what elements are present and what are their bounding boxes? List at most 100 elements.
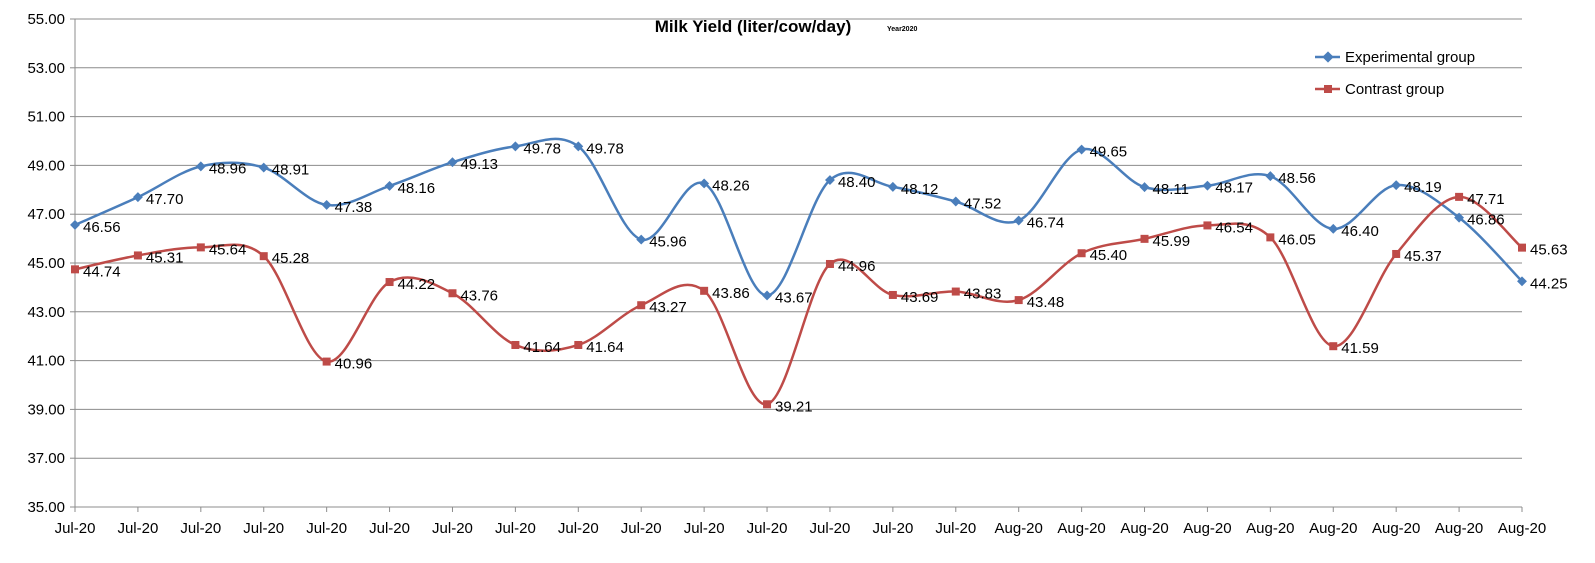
y-tick-label: 35.00 [27, 499, 65, 516]
data-label-experimental: 46.86 [1467, 212, 1505, 229]
y-tick-label: 43.00 [27, 304, 65, 321]
y-tick-label: 47.00 [27, 206, 65, 223]
data-point-contrast [1140, 234, 1149, 243]
data-label-experimental: 49.78 [523, 140, 561, 157]
data-point-contrast [1203, 221, 1212, 230]
data-label-contrast: 41.59 [1341, 340, 1379, 357]
data-point-experimental [384, 180, 395, 191]
x-tick-label: Aug-20 [995, 520, 1043, 537]
x-tick-label: Aug-20 [1498, 520, 1546, 537]
x-tick-label: Jul-20 [935, 520, 976, 537]
data-point-contrast [1077, 249, 1086, 258]
data-point-contrast [574, 340, 583, 349]
x-tick-label: Jul-20 [243, 520, 284, 537]
data-label-experimental: 49.13 [460, 156, 498, 173]
data-label-contrast: 43.69 [901, 289, 939, 306]
data-label-experimental: 49.78 [586, 140, 624, 157]
data-point-experimental [1328, 223, 1339, 234]
legend-marker-experimental [1322, 51, 1334, 63]
data-point-contrast [1518, 243, 1526, 252]
y-tick-label: 41.00 [27, 353, 65, 370]
x-tick-label: Jul-20 [117, 520, 158, 537]
data-label-contrast: 45.40 [1090, 247, 1128, 264]
data-point-experimental [1202, 180, 1213, 191]
data-point-contrast [322, 357, 331, 366]
x-tick-label: Jul-20 [495, 520, 536, 537]
data-point-contrast [888, 290, 897, 299]
data-label-contrast: 43.76 [460, 287, 498, 304]
data-point-contrast [763, 400, 772, 409]
data-label-contrast: 41.64 [523, 339, 561, 356]
data-point-experimental [1454, 212, 1465, 223]
x-tick-label: Aug-20 [1435, 520, 1483, 537]
data-point-contrast [385, 278, 394, 287]
data-label-contrast: 39.21 [775, 398, 813, 415]
y-tick-label: 49.00 [27, 157, 65, 174]
data-label-contrast: 46.54 [1215, 219, 1253, 236]
data-label-experimental: 46.74 [1027, 215, 1065, 232]
data-label-contrast: 46.05 [1278, 231, 1316, 248]
data-label-experimental: 44.25 [1530, 275, 1568, 292]
data-label-contrast: 43.27 [649, 299, 687, 316]
data-point-experimental [510, 141, 521, 152]
data-label-experimental: 48.40 [838, 174, 876, 191]
data-label-experimental: 48.91 [272, 162, 310, 179]
data-point-experimental [950, 196, 961, 207]
x-tick-label: Jul-20 [180, 520, 221, 537]
x-tick-label: Jul-20 [684, 520, 725, 537]
data-label-experimental: 46.56 [83, 219, 121, 236]
grid [75, 18, 1522, 508]
data-label-contrast: 45.28 [272, 250, 310, 267]
legend-label-contrast: Contrast group [1345, 81, 1444, 98]
data-label-experimental: 47.70 [146, 191, 184, 208]
data-label-contrast: 45.64 [209, 241, 247, 258]
data-label-contrast: 45.37 [1404, 248, 1442, 265]
chart-subtitle: Year2020 [887, 26, 917, 33]
data-point-contrast [196, 243, 205, 252]
x-tick-label: Jul-20 [306, 520, 347, 537]
data-label-contrast: 43.86 [712, 285, 750, 302]
x-tick-label: Jul-20 [747, 520, 788, 537]
x-tick-label: Jul-20 [621, 520, 662, 537]
data-point-experimental [1139, 182, 1150, 193]
legend: Experimental group Contrast group [1315, 49, 1475, 98]
x-tick-label: Jul-20 [558, 520, 599, 537]
data-point-experimental [1076, 144, 1087, 155]
x-tick-label: Jul-20 [369, 520, 410, 537]
data-label-experimental: 48.96 [209, 160, 247, 177]
axes: 35.00 37.00 39.00 41.00 43.00 45.00 47.00 49.00… [27, 11, 1546, 537]
chart-title: Milk Yield (liter/cow/day) [655, 17, 852, 36]
data-point-experimental [762, 290, 772, 301]
data-point-contrast [71, 265, 79, 274]
y-tick-label: 37.00 [27, 450, 65, 467]
y-tick-label: 45.00 [27, 255, 65, 272]
data-label-experimental: 47.38 [335, 199, 373, 216]
data-point-experimental [321, 199, 332, 210]
data-point-experimental [699, 178, 710, 189]
data-label-contrast: 44.74 [83, 263, 121, 280]
data-labels: 46.56 47.70 48.96 48.91 47.38 48.16 49.13 49.78… [83, 140, 1568, 415]
y-tick-label: 55.00 [27, 11, 65, 28]
x-tick-label: Jul-20 [872, 520, 913, 537]
data-label-experimental: 43.67 [775, 289, 813, 306]
data-point-experimental [1013, 215, 1024, 226]
data-label-contrast: 45.63 [1530, 242, 1568, 259]
data-label-experimental: 49.65 [1090, 144, 1128, 161]
data-label-experimental: 47.52 [964, 196, 1002, 213]
data-point-contrast [951, 287, 960, 296]
data-label-experimental: 46.40 [1341, 223, 1379, 240]
data-label-experimental: 45.96 [649, 234, 687, 251]
data-point-experimental [825, 175, 835, 185]
data-point-experimental [887, 181, 898, 192]
data-label-contrast: 43.83 [964, 286, 1002, 303]
data-point-experimental [1517, 276, 1527, 287]
data-point-experimental [1391, 180, 1402, 191]
legend-marker-contrast [1324, 85, 1332, 93]
data-point-experimental [636, 234, 647, 245]
series [70, 137, 1527, 409]
data-label-experimental: 48.26 [712, 177, 750, 194]
x-tick-label: Aug-20 [1183, 520, 1231, 537]
data-label-contrast: 44.22 [398, 276, 436, 293]
data-point-experimental [258, 162, 269, 173]
